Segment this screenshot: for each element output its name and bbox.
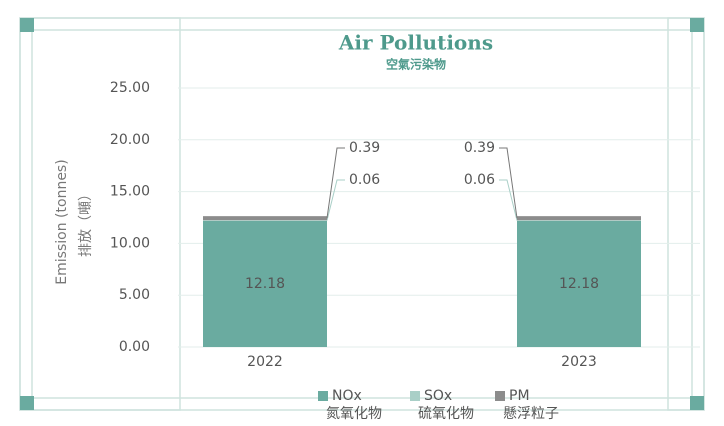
bar-segment <box>203 216 327 220</box>
legend-label-zh: 懸浮粒子 <box>503 406 559 422</box>
data-label: 0.39 <box>349 140 380 156</box>
legend-swatch <box>410 391 420 401</box>
y-tick-label: 10.00 <box>110 235 150 251</box>
bar-segment <box>517 216 641 220</box>
legend-label-zh: 氮氧化物 <box>326 406 382 422</box>
legend-swatch <box>318 391 328 401</box>
y-tick-label: 5.00 <box>119 287 150 303</box>
corner <box>690 396 704 410</box>
corner <box>690 18 704 32</box>
y-tick-label: 25.00 <box>110 80 150 96</box>
frame-left <box>20 18 180 410</box>
y-axis-label: Emission (tonnes) <box>54 159 70 284</box>
page: {"chart_data": {"type": "stacked_bar", "… <box>0 0 724 426</box>
y-tick-label: 20.00 <box>110 132 150 148</box>
chart-subtitle: 空氣污染物 <box>386 57 446 72</box>
frame-right <box>668 18 704 410</box>
data-label: 12.18 <box>245 276 285 292</box>
legend-label-zh: 硫氧化物 <box>418 406 474 422</box>
legend-swatch <box>495 391 505 401</box>
chart: Air Pollutions 空氣污染物 Emission (tonnes) 排… <box>0 0 724 426</box>
y-tick-label: 15.00 <box>110 184 150 200</box>
y-tick-label: 0.00 <box>119 339 150 355</box>
data-label: 12.18 <box>559 276 599 292</box>
y-axis-label-zh: 排放（噸） <box>78 187 94 257</box>
data-label: 0.39 <box>464 140 495 156</box>
legend-label: NOx <box>332 388 362 404</box>
chart-title: Air Pollutions <box>338 31 493 55</box>
data-label: 0.06 <box>464 172 495 188</box>
x-tick-label: 2022 <box>247 354 283 370</box>
corner <box>20 18 34 32</box>
x-tick-label: 2023 <box>561 354 597 370</box>
data-label: 0.06 <box>349 172 380 188</box>
legend-label: SOx <box>424 388 452 404</box>
bar-segment <box>203 220 327 221</box>
bar-segment <box>517 220 641 221</box>
legend-label: PM <box>509 388 530 404</box>
corner <box>20 396 34 410</box>
